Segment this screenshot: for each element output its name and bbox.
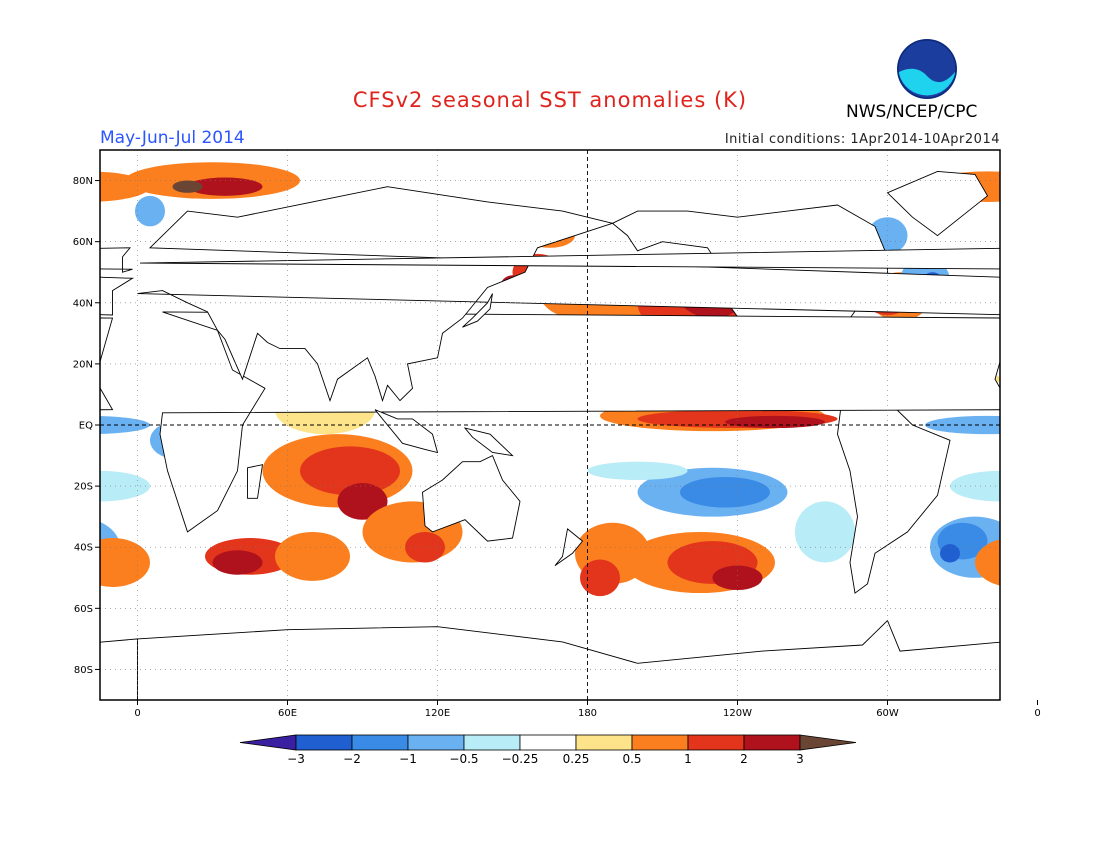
colorbar-label: 2 — [740, 752, 748, 766]
lat-tick-label: 40N — [73, 298, 93, 309]
anomaly-patch — [100, 470, 150, 502]
lat-tick-label: EQ — [79, 421, 93, 432]
uk — [139, 247, 1000, 270]
anomaly-patch — [172, 180, 203, 193]
map-gridlines — [100, 150, 1000, 700]
eurasia — [137, 186, 1000, 403]
colorbar-segment — [575, 734, 633, 751]
colorbar-label: −3 — [287, 752, 305, 766]
anomaly-patch — [100, 171, 150, 202]
new-zealand — [554, 528, 584, 566]
antarctica — [137, 619, 1000, 700]
lon-tick-label: 180 — [578, 708, 597, 719]
uk — [1040, 248, 1100, 272]
lat-tick-label: 60N — [73, 237, 93, 248]
lon-tick-label: 0 — [134, 708, 140, 719]
colorbar-segment — [295, 734, 353, 751]
lat-tick-label: 80S — [74, 665, 93, 676]
africa — [159, 311, 1000, 533]
lon-tick-label: 60W — [876, 708, 899, 719]
anomaly-patch — [135, 195, 165, 227]
australia — [422, 454, 521, 542]
africa — [100, 317, 114, 411]
antarctica — [100, 638, 138, 700]
colorbar-segment — [351, 734, 409, 751]
colorbar-segment — [743, 734, 801, 751]
south-america — [0, 388, 50, 593]
colorbar-segment — [687, 734, 745, 751]
colorbar-min-arrow — [239, 734, 297, 751]
antarctica — [1038, 621, 1100, 700]
anomaly-patch — [725, 415, 825, 429]
colorbar-label: 1 — [684, 752, 692, 766]
colorbar-max-arrow — [799, 734, 857, 751]
anomaly-patch — [580, 559, 620, 597]
noaa-logo-icon — [897, 39, 957, 99]
colorbar: −3 −2 −1 −0.5 −0.25 0.25 0.5 1 2 3 — [239, 734, 857, 766]
anomaly-patch — [975, 539, 1000, 586]
anomaly-patch — [337, 483, 388, 520]
anomaly-patch — [587, 461, 688, 481]
anomaly-patch — [795, 501, 855, 563]
indonesia — [374, 409, 439, 454]
lon-tick-label: 120W — [723, 708, 752, 719]
landmasses — [0, 170, 1100, 700]
lat-tick-label: 60S — [74, 604, 93, 615]
lon-tick-label: 120E — [425, 708, 450, 719]
anomaly-patch — [187, 177, 263, 196]
anomaly-patch — [680, 476, 770, 508]
greenland — [886, 170, 989, 237]
anomaly-patch — [275, 531, 350, 581]
colorbar-label: 0.5 — [622, 752, 641, 766]
initial-conditions: Initial conditions: 1Apr2014-10Apr2014 — [724, 132, 1000, 147]
new-guinea — [463, 427, 514, 457]
map-axes: 0 60E 120E 180 120W 60W 0 80N 60N 40N 20N EQ 20S 40S 6… — [73, 176, 1041, 719]
lon-tick-label: 60E — [278, 708, 297, 719]
lat-tick-label: 40S — [74, 543, 93, 554]
map-title: CFSv2 seasonal SST anomalies (K) — [352, 88, 748, 112]
colorbar-label: −0.25 — [502, 752, 539, 766]
agency-label: NWS/NCEP/CPC — [846, 102, 978, 122]
colorbar-label: 3 — [796, 752, 804, 766]
colorbar-label: −1 — [399, 752, 417, 766]
colorbar-segment — [519, 734, 577, 751]
lat-tick-label: 20N — [73, 359, 93, 370]
colorbar-label: −2 — [343, 752, 361, 766]
africa — [1060, 312, 1100, 532]
colorbar-segment — [463, 734, 521, 751]
uk — [100, 247, 133, 273]
anomaly-patch — [212, 550, 263, 575]
colorbar-label: −0.5 — [449, 752, 478, 766]
anomaly-patch — [712, 565, 763, 590]
colorbar-label: 0.25 — [563, 752, 590, 766]
south-america — [837, 387, 951, 594]
season-label: May-Jun-Jul 2014 — [100, 128, 245, 148]
eurasia — [100, 276, 135, 316]
eurasia — [1038, 187, 1100, 401]
anomaly-patch — [300, 446, 400, 496]
anomaly-patch — [25, 370, 100, 388]
madagascar — [247, 464, 264, 499]
japan — [462, 293, 493, 328]
lat-tick-label: 20S — [74, 482, 93, 493]
colorbar-segment — [631, 734, 689, 751]
anomaly-patch — [940, 544, 960, 563]
colorbar-segment — [407, 734, 465, 751]
lon-tick-label: 0 — [1034, 708, 1040, 719]
lat-tick-label: 80N — [73, 176, 93, 187]
